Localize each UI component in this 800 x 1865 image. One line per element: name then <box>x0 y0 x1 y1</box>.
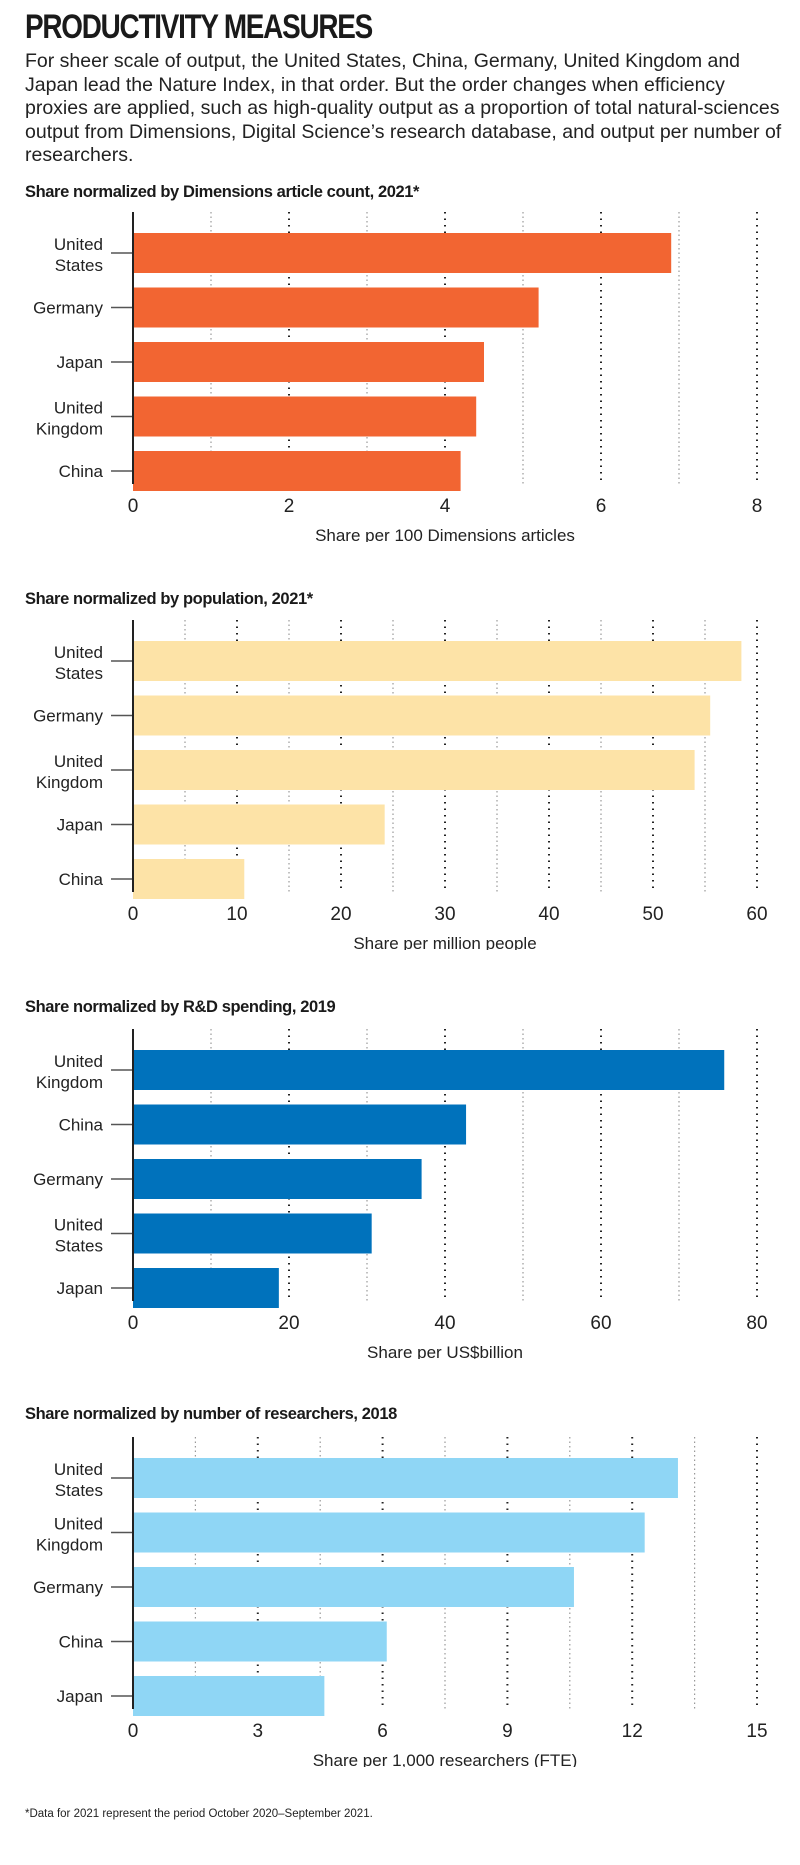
x-tick-label: 4 <box>440 496 451 517</box>
bar-germany <box>133 695 711 736</box>
chart-3-title: Share normalized by R&D spending, 2019 <box>25 998 336 1016</box>
x-tick-label: 40 <box>538 904 559 925</box>
bar-china <box>133 1104 467 1145</box>
bar-united-states <box>133 233 672 273</box>
chart-3-rd-spending: United Kingdom China Germany United States Jap… <box>33 1029 768 1359</box>
bar-united-states <box>133 1213 372 1254</box>
category-label: Germany <box>33 1578 103 1597</box>
x-tick-label: 20 <box>330 904 351 925</box>
x-tick-label: 2 <box>284 496 295 517</box>
category-label: Japan <box>57 1279 103 1298</box>
x-tick-label: 3 <box>253 1721 264 1742</box>
chart-4-title: Share normalized by number of researcher… <box>25 1405 397 1423</box>
x-axis-label: Share per million people <box>353 934 536 950</box>
category-label: United States <box>54 643 103 683</box>
x-tick-label: 0 <box>128 496 139 517</box>
bar-china <box>133 1621 387 1662</box>
intro-paragraph: For sheer scale of output, the United St… <box>25 50 782 166</box>
x-tick-label: 6 <box>596 496 607 517</box>
category-label: Germany <box>33 299 103 318</box>
category-label: United Kingdom <box>36 1515 103 1555</box>
chart-1-title: Share normalized by Dimensions article c… <box>25 183 420 201</box>
category-label: China <box>59 462 104 481</box>
page-title: PRODUCTIVITY MEASURES <box>25 8 373 46</box>
x-tick-label: 80 <box>746 1313 767 1334</box>
footnote: *Data for 2021 represent the period Octo… <box>25 1808 373 1820</box>
category-label: United Kingdom <box>36 1052 103 1092</box>
x-tick-label: 6 <box>377 1721 388 1742</box>
x-tick-label: 0 <box>128 904 139 925</box>
x-tick-label: 9 <box>502 1721 513 1742</box>
bar-united-kingdom <box>133 1050 725 1090</box>
bar-japan <box>133 804 385 845</box>
chart-4-researchers: United States United Kingdom Germany China Jap… <box>33 1437 768 1767</box>
x-tick-label: 8 <box>752 496 763 517</box>
x-axis-label: Share per US$billion <box>367 1343 523 1359</box>
bar-united-kingdom <box>133 396 477 437</box>
bar-germany <box>133 1159 422 1199</box>
bar-japan <box>133 342 484 382</box>
bar-united-kingdom <box>133 1512 645 1553</box>
x-tick-label: 30 <box>434 904 455 925</box>
bar-united-states <box>133 1458 678 1498</box>
category-label: Germany <box>33 1170 103 1189</box>
category-label: Japan <box>57 1687 103 1706</box>
chart-2-title: Share normalized by population, 2021* <box>25 590 313 608</box>
category-label: China <box>59 1633 104 1652</box>
bar-united-states <box>133 641 742 681</box>
bar-china <box>133 859 245 899</box>
x-tick-label: 50 <box>642 904 663 925</box>
x-tick-label: 0 <box>128 1313 139 1334</box>
category-label: United States <box>54 1460 103 1500</box>
category-label: United States <box>54 235 103 275</box>
category-label: Japan <box>57 353 103 372</box>
chart-1-dimensions: United States Germany Japan United Kingdom Chi… <box>33 212 763 542</box>
bar-japan <box>133 1676 325 1716</box>
x-tick-label: 0 <box>128 1721 139 1742</box>
category-label: United Kingdom <box>36 399 103 439</box>
category-label: Japan <box>57 816 103 835</box>
bar-japan <box>133 1268 279 1308</box>
chart-2-population: United States Germany United Kingdom Japan Chi… <box>33 620 768 950</box>
category-label: China <box>59 870 104 889</box>
bar-germany <box>133 1567 574 1607</box>
x-tick-label: 20 <box>278 1313 299 1334</box>
x-tick-label: 60 <box>590 1313 611 1334</box>
x-axis-label: Share per 1,000 researchers (FTE) <box>313 1751 578 1767</box>
x-tick-label: 10 <box>226 904 247 925</box>
category-label: United States <box>54 1216 103 1256</box>
x-tick-label: 12 <box>622 1721 643 1742</box>
x-tick-label: 60 <box>746 904 767 925</box>
x-axis-label: Share per 100 Dimensions articles <box>315 526 575 542</box>
category-label: United Kingdom <box>36 752 103 792</box>
category-label: Germany <box>33 707 103 726</box>
category-label: China <box>59 1116 104 1135</box>
x-tick-label: 15 <box>746 1721 767 1742</box>
bar-united-kingdom <box>133 750 695 790</box>
x-tick-label: 40 <box>434 1313 455 1334</box>
bar-china <box>133 451 461 491</box>
bar-germany <box>133 287 539 328</box>
